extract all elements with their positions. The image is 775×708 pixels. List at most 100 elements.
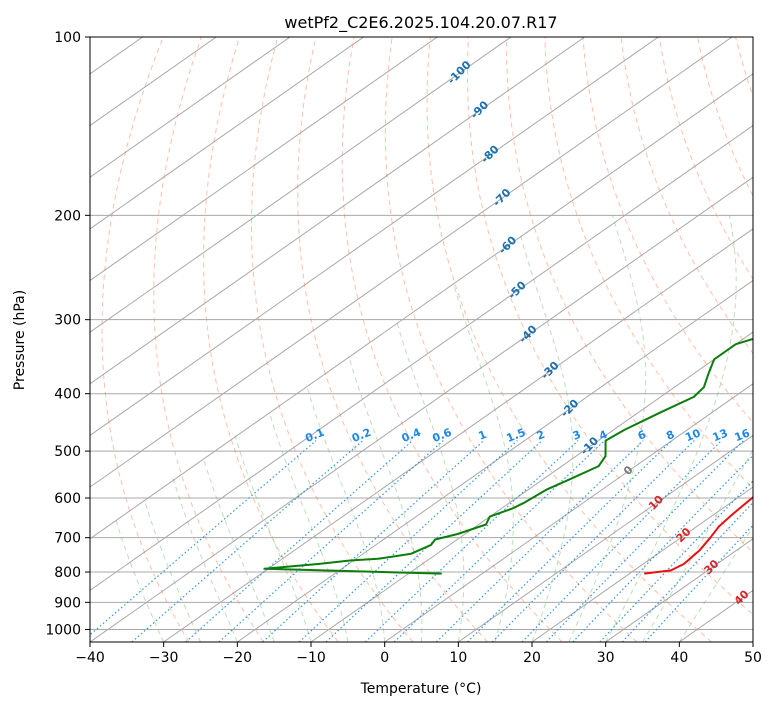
mixing-ratio-line	[90, 440, 317, 636]
isotherm-line	[531, 486, 753, 642]
x-tick-label: −30	[149, 650, 179, 666]
moist-adiabat-line	[143, 499, 201, 642]
mixing-ratio-line	[467, 440, 673, 642]
moist-adiabat-line	[234, 435, 312, 642]
mixing-ratio-label: 0.1	[303, 426, 326, 445]
mixing-ratio-label: 0.2	[350, 426, 373, 445]
y-tick-label: 1000	[45, 622, 81, 638]
dry-adiabat-line	[153, 37, 264, 642]
mixing-ratio-line	[621, 501, 753, 642]
x-axis: −40 −30 −20 −10 0 10 20 30 40 50	[75, 642, 762, 666]
moist-adiabat-line	[172, 477, 238, 642]
chart-title: wetPf2_C2E6.2025.104.20.07.R17	[284, 13, 557, 33]
mixing-ratio-label: 6	[636, 428, 648, 443]
mixing-ratio-line	[393, 440, 606, 642]
mixing-ratio-label: 0.4	[400, 426, 423, 445]
mixing-ratio-labels: 0.1 0.2 0.4 0.6 1 1.5 2 3 4 6 8 10 13 16	[303, 426, 752, 445]
y-axis: 100 200 300 400 500 600 700 800 900 1000	[45, 30, 90, 638]
moist-adiabat-line	[305, 383, 386, 642]
mixing-ratio-label: 2	[535, 428, 547, 443]
isotherm-label: 30	[702, 557, 722, 577]
mixing-ratio-label: 0.6	[431, 426, 454, 445]
isotherm-line	[90, 124, 753, 591]
x-tick-label: 30	[597, 650, 615, 666]
dry-adiabat-line	[582, 37, 753, 424]
isotherm-line	[90, 37, 585, 385]
isotherm-label: 20	[674, 525, 694, 545]
isotherm-line	[0, 37, 69, 642]
isotherm-label: -20	[558, 396, 581, 419]
isotherm-label: -60	[496, 233, 519, 256]
dry-adiabat-line	[467, 37, 753, 616]
isotherm-line	[90, 37, 659, 437]
y-tick-label: 900	[54, 595, 81, 611]
mixing-ratio-line	[572, 454, 753, 642]
isotherm-label: -70	[490, 186, 513, 209]
temperature-profile	[644, 495, 753, 575]
y-tick-label: 300	[54, 313, 81, 329]
series-layer	[263, 337, 753, 575]
y-axis-label: Pressure (hPa)	[12, 290, 28, 390]
isotherm-label: 10	[646, 493, 666, 513]
mixing-ratio-line	[298, 440, 518, 642]
mixing-ratio-line	[644, 524, 753, 642]
dry-adiabat-line	[544, 37, 753, 490]
isotherm-label: 40	[732, 587, 752, 607]
mixing-ratio-line	[435, 440, 644, 642]
mixing-ratio-line	[262, 440, 485, 642]
x-axis-label: Temperature (°C)	[360, 681, 482, 697]
dry-adiabat-line	[506, 37, 753, 553]
x-tick-label: 0	[380, 650, 389, 666]
plot-frame	[89, 36, 754, 643]
dry-adiabat-line	[341, 37, 563, 642]
dry-adiabat-line	[251, 37, 414, 642]
isotherm-label: -90	[468, 98, 491, 121]
isotherm-label: -50	[506, 278, 529, 301]
isotherm-line	[605, 538, 753, 642]
mixing-ratio-line	[364, 440, 579, 642]
x-tick-label: 20	[523, 650, 541, 666]
isotherm-line	[237, 279, 753, 642]
moist-adiabat-line	[519, 233, 574, 642]
dry-adiabat-line	[101, 37, 190, 642]
dry-adiabat-line	[203, 37, 339, 642]
mixing-ratio-line	[599, 480, 753, 642]
mixing-ratio-label: 13	[711, 426, 730, 444]
isotherm-line	[310, 331, 753, 642]
isotherm-line	[90, 176, 753, 642]
mixing-ratio-line	[491, 440, 695, 642]
x-tick-label: −10	[296, 650, 326, 666]
y-tick-label: 500	[54, 444, 81, 460]
mixing-ratio-label: 16	[733, 426, 752, 444]
moist-adiabat-line	[203, 458, 275, 642]
mixing-ratio-label: 10	[683, 426, 702, 444]
y-tick-label: 800	[54, 565, 81, 581]
x-tick-label: 50	[744, 650, 762, 666]
mixing-ratio-label: 1.5	[505, 426, 528, 445]
dry-adiabat-line	[696, 37, 753, 198]
moist-adiabat-line	[268, 412, 349, 642]
x-tick-label: −40	[75, 650, 105, 666]
isotherm-label: -30	[538, 359, 561, 382]
background-lines	[0, 37, 753, 642]
isotherm-line	[752, 641, 753, 642]
moist-adiabat-line	[642, 448, 753, 642]
moist-adiabat-line	[395, 319, 465, 642]
isotherm-line	[90, 37, 512, 333]
isotherm-line	[458, 434, 753, 642]
isotherm-line	[163, 228, 753, 642]
dry-adiabat-line	[297, 37, 488, 642]
mixing-ratio-line	[218, 440, 444, 642]
moist-adiabat-line	[568, 215, 647, 642]
isotherm-label: -100	[445, 58, 474, 87]
x-tick-label: 40	[670, 650, 688, 666]
isotherm-line	[90, 37, 217, 127]
dry-adiabat-line	[384, 37, 638, 642]
y-tick-label: 200	[54, 208, 81, 224]
moist-adiabat-line	[115, 518, 165, 642]
dewpoint-profile	[263, 337, 753, 575]
y-tick-label: 400	[54, 387, 81, 403]
isotherm-line	[90, 37, 438, 282]
